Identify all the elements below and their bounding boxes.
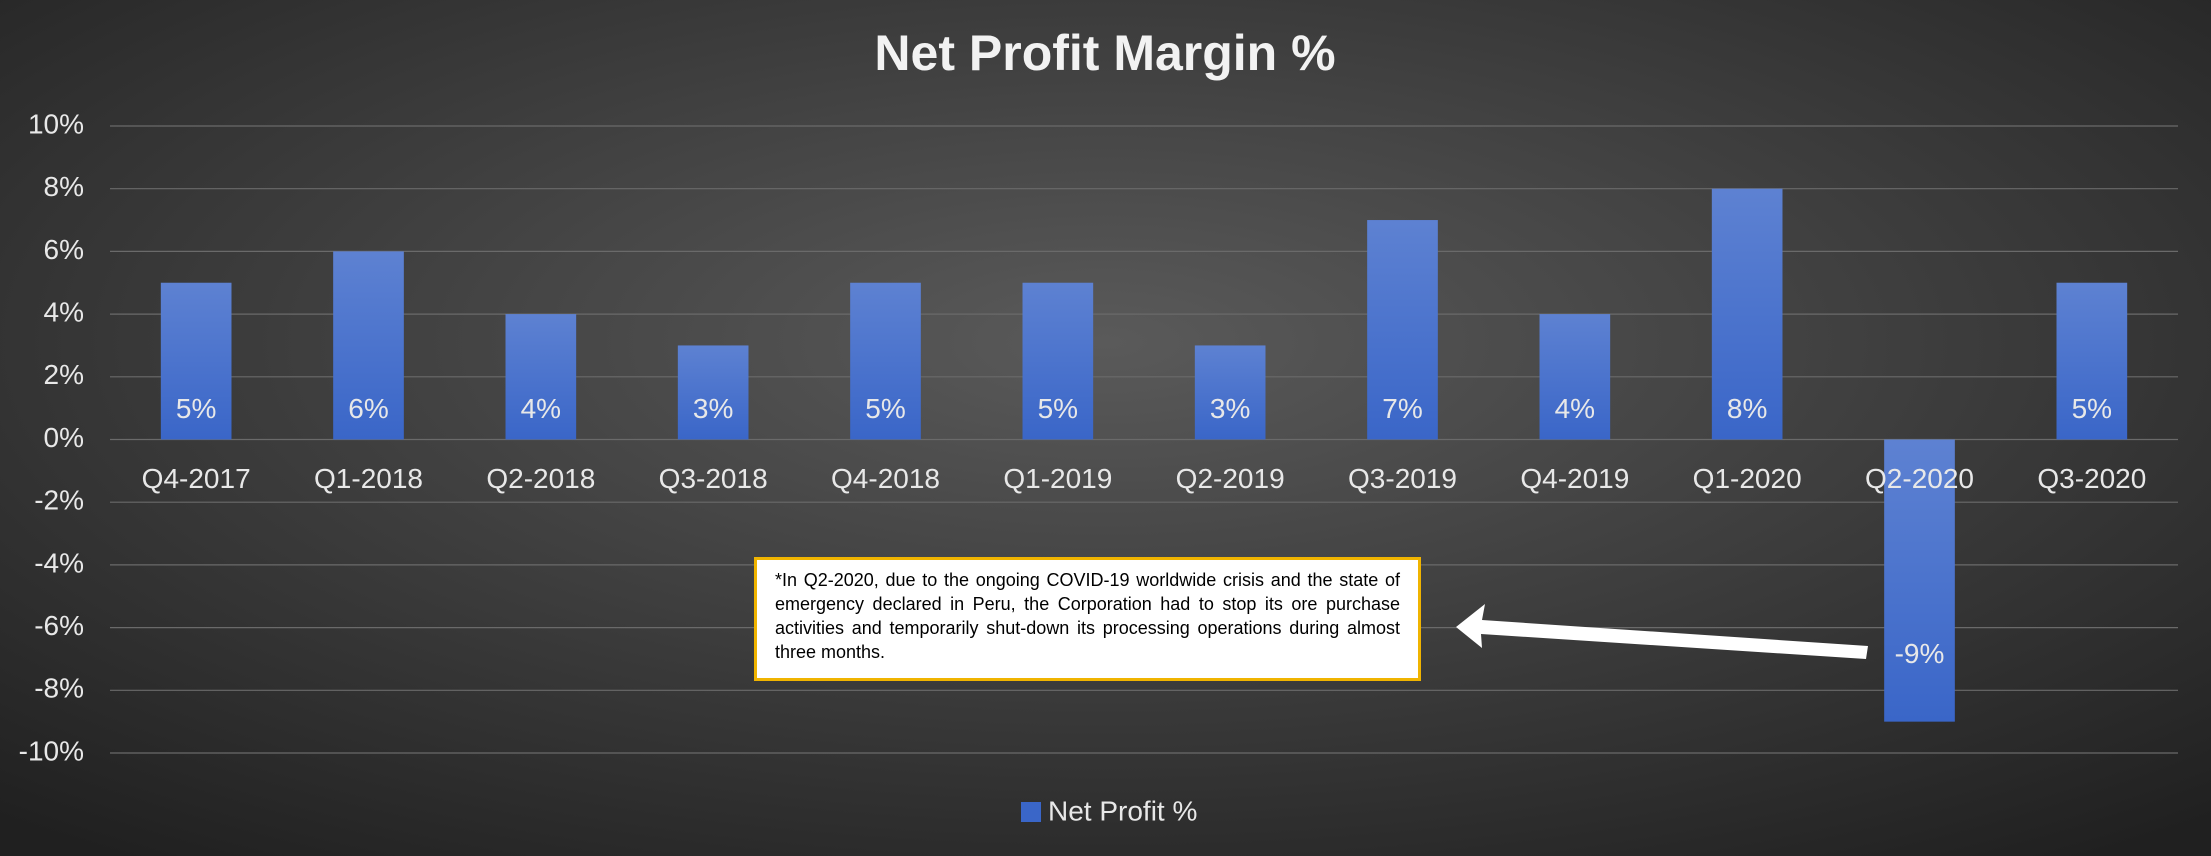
annotation-arrow xyxy=(1456,604,1868,659)
legend-label: Net Profit % xyxy=(1048,795,1197,826)
x-tick-label: Q3-2019 xyxy=(1348,463,1457,494)
x-tick-label: Q4-2019 xyxy=(1520,463,1629,494)
y-tick-label: -2% xyxy=(34,485,84,516)
x-tick-label: Q2-2020 xyxy=(1865,463,1974,494)
x-tick-label: Q4-2018 xyxy=(831,463,940,494)
y-tick-label: -6% xyxy=(34,610,84,641)
y-tick-label: 6% xyxy=(44,234,84,265)
y-tick-label: 8% xyxy=(44,171,84,202)
data-label: 4% xyxy=(1555,393,1595,424)
x-tick-label: Q1-2020 xyxy=(1693,463,1802,494)
data-label: -9% xyxy=(1895,638,1945,669)
data-label: 8% xyxy=(1727,393,1767,424)
x-tick-label: Q1-2019 xyxy=(1003,463,1112,494)
annotation: *In Q2-2020, due to the ongoing COVID-19… xyxy=(754,557,1421,681)
chart-title: Net Profit Margin % xyxy=(874,25,1335,81)
data-label: 4% xyxy=(521,393,561,424)
x-tick-label: Q3-2018 xyxy=(659,463,768,494)
y-tick-label: 10% xyxy=(28,108,84,139)
x-tick-label: Q1-2018 xyxy=(314,463,423,494)
data-label: 7% xyxy=(1382,393,1422,424)
x-tick-label: Q2-2018 xyxy=(486,463,595,494)
data-label: 3% xyxy=(693,393,733,424)
y-tick-label: 2% xyxy=(44,359,84,390)
x-tick-label: Q2-2019 xyxy=(1176,463,1285,494)
data-label: 3% xyxy=(1210,393,1250,424)
x-tick-label: Q4-2017 xyxy=(142,463,251,494)
x-tick-label: Q3-2020 xyxy=(2037,463,2146,494)
legend-swatch xyxy=(1021,802,1041,822)
y-tick-label: -4% xyxy=(34,547,84,578)
y-tick-label: 4% xyxy=(44,296,84,327)
data-label: 5% xyxy=(1038,393,1078,424)
data-label: 6% xyxy=(348,393,388,424)
data-label: 5% xyxy=(2072,393,2112,424)
annotation-box: *In Q2-2020, due to the ongoing COVID-19… xyxy=(754,557,1421,681)
y-tick-label: -8% xyxy=(34,673,84,704)
y-tick-label: -10% xyxy=(19,735,84,766)
y-tick-label: 0% xyxy=(44,422,84,453)
grid: -10% -8% -6% -4% -2% 0% 2% 4% 6% 8% 10% xyxy=(19,108,2178,766)
data-label: 5% xyxy=(176,393,216,424)
data-label: 5% xyxy=(865,393,905,424)
